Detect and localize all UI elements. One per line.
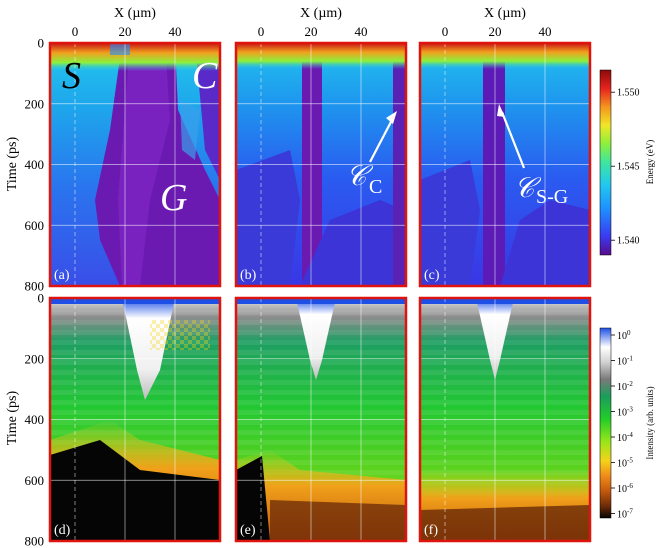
intensity-tick-exp-7: -7 — [627, 508, 633, 516]
panel-label-a: (a) — [54, 268, 70, 283]
energy-tick-1: 1.545 — [617, 162, 640, 173]
panel-label-e: (e) — [240, 523, 256, 538]
x-tick-c-40: 40 — [539, 24, 552, 39]
x-tick-a-40: 40 — [169, 24, 182, 39]
intensity-tick-6: 10-6 — [617, 482, 633, 495]
arrowhead-c — [497, 104, 505, 117]
x-tick-b-20: 20 — [305, 24, 318, 39]
intensity-tick-3: 10-3 — [617, 406, 633, 419]
panel-label-c: (c) — [424, 268, 440, 283]
y-tick-bottom-800: 800 — [25, 534, 45, 548]
axes: 0 20 40 0 20 40 0 20 400200400600800020040060080… — [25, 24, 552, 548]
y-tick-bottom-400: 400 — [25, 412, 45, 427]
x-tick-a-0: 0 — [72, 24, 79, 39]
y-tick-bottom-200: 200 — [25, 351, 45, 366]
intensity-tick-exp-1: -1 — [627, 355, 633, 363]
y-tick-top-400: 400 — [25, 157, 45, 172]
intensity-tick-exp-3: -3 — [627, 406, 633, 414]
y-tick-top-800: 800 — [25, 279, 45, 294]
x-tick-a-20: 20 — [119, 24, 132, 39]
arrow-c — [500, 111, 526, 169]
intensity-tick-4: 10-4 — [617, 431, 633, 444]
intensity-tick-1: 10-1 — [617, 355, 633, 368]
x-title-b: X (µm) — [300, 6, 342, 21]
intensity-colorbar-label: Intensity (arb. units) — [645, 386, 655, 459]
x-tick-b-0: 0 — [258, 24, 265, 39]
x-title-c: X (µm) — [484, 6, 526, 21]
frame-f — [418, 296, 592, 543]
x-tick-c-20: 20 — [489, 24, 502, 39]
y-tick-top-200: 200 — [25, 96, 45, 111]
y-tick-bottom-600: 600 — [25, 473, 45, 488]
annotation-c-sub: S-G — [536, 186, 568, 208]
y-tick-bottom-0: 0 — [38, 291, 45, 306]
gridlines — [50, 43, 590, 541]
intensity-tick-exp-0: 0 — [627, 329, 631, 337]
frame-c — [418, 41, 592, 288]
x-title-a: X (µm) — [114, 6, 156, 21]
energy-colorbar: 1.550 1.545 1.540 Energy (eV) — [599, 69, 655, 256]
frame-b — [234, 41, 408, 288]
y-title-top: Time (ps) — [5, 137, 20, 192]
panel-label-b: (b) — [240, 268, 257, 283]
intensity-tick-exp-5: -5 — [627, 457, 633, 465]
intensity-tick-5: 10-5 — [617, 457, 633, 470]
frame-e — [234, 296, 408, 543]
y-title-bottom: Time (ps) — [5, 391, 20, 446]
frame-a — [48, 41, 222, 288]
panel-label-d: (d) — [54, 523, 71, 538]
x-tick-c-0: 0 — [442, 24, 449, 39]
panel-frames — [48, 41, 592, 543]
intensity-colorbar-ticks: 100 10-1 10-2 10-3 10-4 10-5 10-6 10-7 — [611, 329, 633, 521]
annotation-g: G — [160, 177, 187, 219]
annotation-s: S — [62, 55, 81, 97]
axis-titles: X (µm) X (µm) X (µm) Time (ps) Time (ps) — [5, 6, 526, 445]
y-tick-top-600: 600 — [25, 218, 45, 233]
y-tick-top-0: 0 — [38, 36, 45, 51]
annotation-c: C — [192, 55, 218, 97]
intensity-tick-exp-2: -2 — [627, 380, 633, 388]
x-tick-b-40: 40 — [355, 24, 368, 39]
annotations: S C G 𝒞 C 𝒞 S-G — [62, 55, 568, 219]
arrowhead-b — [386, 111, 397, 124]
energy-tick-2: 1.540 — [617, 236, 640, 247]
intensity-colorbar: 100 10-1 10-2 10-3 10-4 10-5 10-6 10-7 Intensit… — [599, 327, 655, 521]
annotation-b-sub: C — [369, 176, 382, 198]
panel-labels: (a) (b) (c) (d) (e) (f) — [54, 268, 440, 538]
arrow-b — [369, 117, 394, 163]
intensity-tick-exp-6: -6 — [627, 482, 633, 490]
intensity-tick-exp-4: -4 — [627, 431, 633, 439]
energy-colorbar-ticks: 1.550 1.545 1.540 — [611, 88, 640, 247]
frame-d — [48, 296, 222, 543]
panel-label-f: (f) — [424, 523, 438, 538]
intensity-tick-7: 10-7 — [617, 508, 633, 521]
intensity-tick-0: 100 — [617, 329, 631, 342]
energy-colorbar-label: Energy (eV) — [645, 140, 655, 185]
energy-tick-0: 1.550 — [617, 88, 640, 99]
intensity-tick-2: 10-2 — [617, 380, 633, 393]
